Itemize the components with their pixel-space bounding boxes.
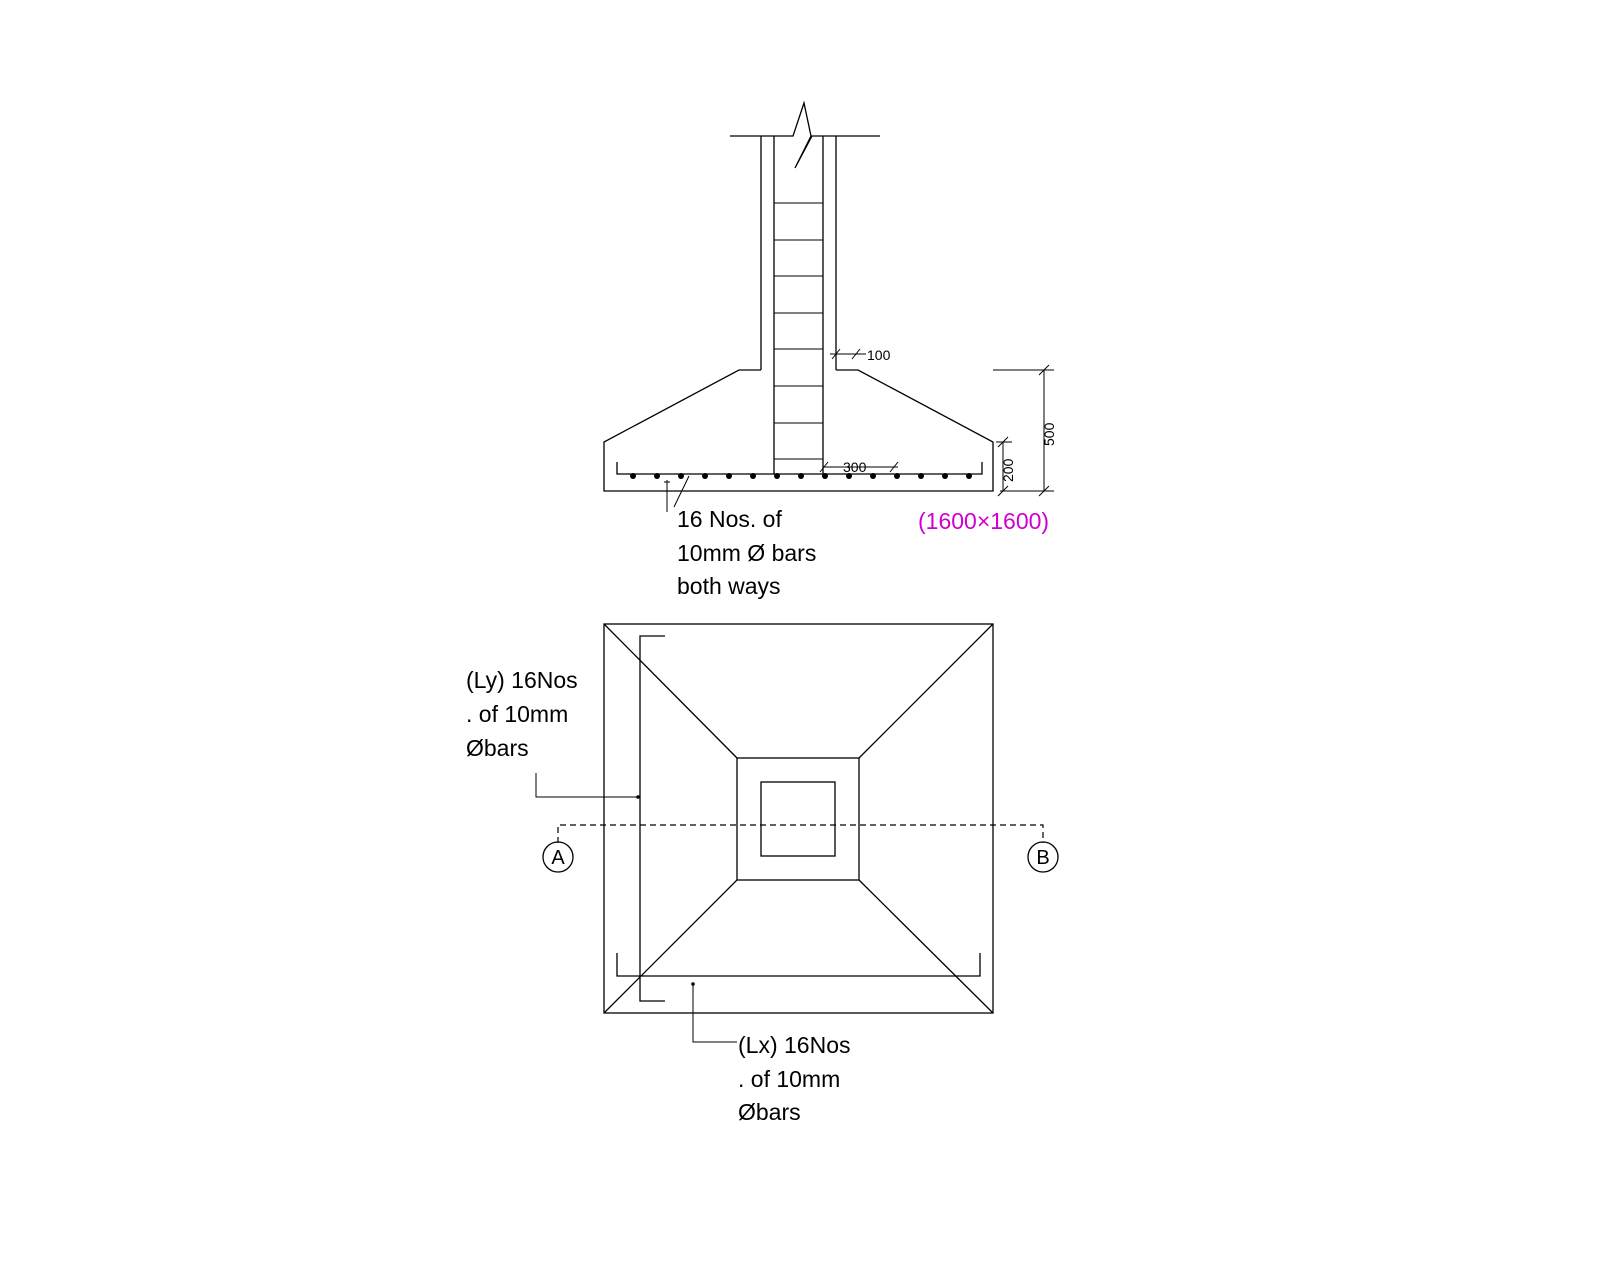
bar-note: 16 Nos. of 10mm Ø bars both ways <box>677 506 823 599</box>
pedestal-outline <box>736 757 860 881</box>
ly-note-line-2: . of 10mm <box>466 701 568 727</box>
dim-200-label: 200 <box>1000 458 1016 482</box>
dim-300-label: 300 <box>843 459 867 475</box>
section-marker-a-label: A <box>551 847 565 869</box>
lx-note-line-2: . of 10mm <box>738 1066 840 1092</box>
column-ties <box>774 202 823 460</box>
bottom-mesh-bar <box>616 462 983 475</box>
bottom-bar-dots <box>630 473 972 479</box>
dim-500: 500 <box>993 364 1057 497</box>
footing-size-label: (1600×1600) <box>918 508 1049 534</box>
column-break-line <box>730 100 880 169</box>
section-marker-b[interactable]: B <box>1027 841 1059 873</box>
footing-section: 100 300 200 500 <box>603 100 1057 599</box>
dim-300: 300 <box>819 459 899 475</box>
bar-note-line-2: 10mm Ø bars <box>677 540 816 566</box>
lx-note-line-3: Øbars <box>738 1099 801 1125</box>
dim-100-label: 100 <box>867 347 891 363</box>
footing-outline <box>603 369 994 492</box>
lx-note: (Lx) 16Nos . of 10mm Øbars <box>738 1032 857 1125</box>
section-cut-line <box>557 824 1044 843</box>
lx-bar <box>616 953 981 977</box>
ly-note-leader <box>535 773 640 799</box>
dim-200: 200 <box>996 436 1016 497</box>
bar-note-line-1: 16 Nos. of <box>677 506 782 532</box>
ly-bar <box>639 635 665 1002</box>
ly-note: (Ly) 16Nos . of 10mm Øbars <box>466 667 584 761</box>
ly-note-line-1: (Ly) 16Nos <box>466 667 578 693</box>
ly-note-line-3: Øbars <box>466 735 529 761</box>
column-outline <box>760 781 836 857</box>
slope-lines <box>603 623 994 1014</box>
section-marker-a[interactable]: A <box>542 841 574 873</box>
footing-plan: A B (Ly) 16Nos . of 10mm Øbars (Lx) 16No… <box>466 623 1059 1125</box>
lx-note-leader <box>691 982 737 1043</box>
footing-plan-outline <box>603 623 994 1014</box>
lx-note-line-1: (Lx) 16Nos <box>738 1032 850 1058</box>
dim-500-label: 500 <box>1041 422 1057 446</box>
dim-100: 100 <box>830 347 891 363</box>
bar-note-leader <box>664 475 690 512</box>
bar-note-line-3: both ways <box>677 573 781 599</box>
section-marker-b-label: B <box>1036 847 1049 869</box>
